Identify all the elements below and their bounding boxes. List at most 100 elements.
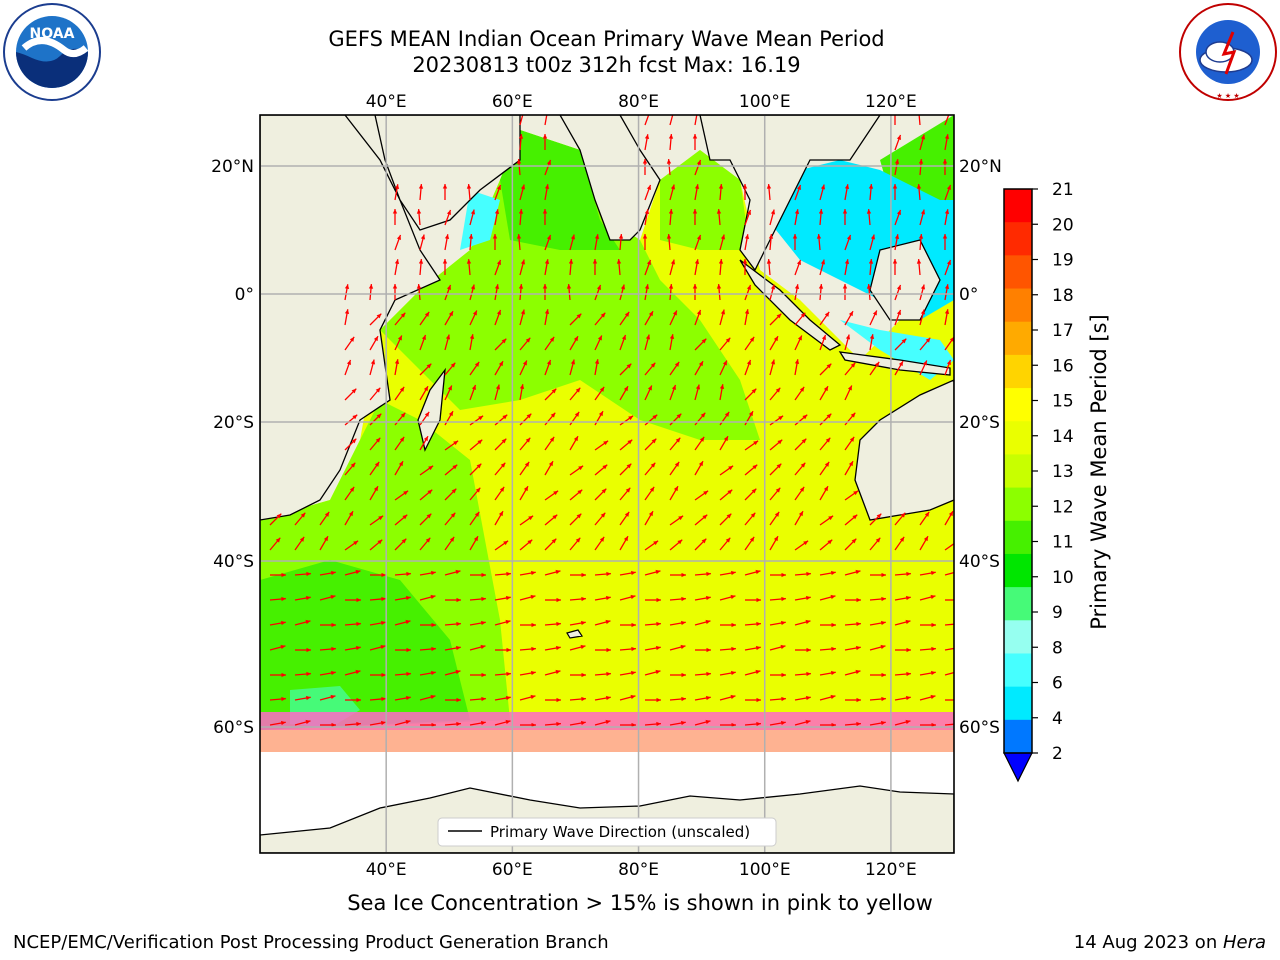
direction-arrow [619,670,636,676]
direction-arrow [944,336,954,351]
direction-arrow [744,359,752,376]
credit-left: NCEP/EMC/Verification Post Processing Pr… [13,932,609,953]
direction-arrow [670,572,686,578]
direction-arrow [869,720,886,726]
direction-arrow [919,360,928,376]
direction-arrow [919,570,936,576]
direction-arrow [494,486,505,501]
direction-arrow [469,696,486,702]
direction-arrow [944,671,954,676]
direction-arrow [395,647,411,653]
kerguelen-island [566,629,584,639]
direction-arrow [619,334,627,351]
direction-arrow [844,334,851,351]
direction-arrow [769,284,776,301]
direction-arrow [319,511,330,526]
direction-arrow [392,284,398,300]
direction-arrow [644,721,661,727]
direction-arrow [820,622,836,628]
direction-arrow [918,159,924,176]
direction-arrow [419,465,434,476]
direction-arrow [594,335,603,351]
direction-arrow [494,595,511,601]
lat-tick-right: 20°S [959,413,1000,433]
direction-arrow [370,572,386,578]
direction-arrow [519,485,529,501]
direction-arrow [769,487,781,501]
direction-arrow [519,259,526,276]
direction-arrow [619,463,632,476]
direction-arrow [745,597,761,603]
direction-arrow [494,462,506,476]
direction-arrow [344,621,361,627]
direction-arrow [744,621,761,627]
direction-arrow [745,697,761,703]
axis-tick-labels: 40°E 40°E 60°E 60°E 80°E 80°E 100°E 100°E 120°E 1… [211,92,1002,880]
direction-arrow [894,571,911,577]
direction-arrow [620,722,636,728]
direction-arrow [369,485,379,501]
direction-arrow [919,337,931,351]
direction-arrow [470,572,486,578]
direction-arrow [844,621,861,627]
direction-arrow [544,159,552,176]
direction-arrow [844,569,861,576]
direction-arrow [769,415,784,426]
direction-arrow [394,671,411,677]
direction-arrow [444,645,461,651]
direction-arrow [844,259,850,276]
direction-arrow [644,510,654,526]
direction-arrow [469,644,486,651]
direction-arrow [894,338,907,351]
direction-arrow [344,486,355,501]
direction-arrow [369,515,384,526]
lon-tick-top: 40°E [366,92,407,112]
direction-arrow [769,720,786,726]
lat-tick-right: 60°S [959,718,1000,738]
direction-arrow [444,209,452,226]
colorbar-label: Primary Wave Mean Period [s] [1087,314,1111,630]
direction-arrow [894,234,900,251]
direction-arrow [444,721,461,727]
colorbar-extend-arrow [1003,752,1033,783]
direction-arrow [394,538,407,551]
direction-arrow [869,620,886,626]
direction-arrow [844,412,856,426]
direction-arrow [794,486,805,501]
direction-arrow [544,115,548,126]
direction-arrow [744,440,759,451]
direction-arrow [645,597,661,603]
direction-arrow [345,697,361,703]
direction-arrow [369,620,386,626]
direction-arrow [544,721,561,727]
credit-host: Hera [1222,932,1266,953]
direction-arrow [368,284,374,301]
direction-arrow [944,184,952,201]
direction-arrow [594,595,611,601]
direction-arrow [719,360,728,376]
direction-arrow [844,460,854,476]
direction-arrow [670,672,686,678]
direction-arrow [444,234,450,251]
direction-arrow [469,361,480,376]
direction-arrow [494,619,511,626]
direction-arrow [766,184,772,201]
direction-arrow [444,536,455,551]
direction-arrow [866,209,872,226]
svg-text:★ ★ ★: ★ ★ ★ [1216,92,1239,100]
direction-arrow [694,436,705,451]
direction-arrow [718,184,724,201]
direction-arrow [945,699,954,701]
direction-arrow [369,413,382,426]
direction-arrow [469,535,479,551]
noaa-logo-text: NOAA [30,26,75,42]
direction-arrow [294,719,311,726]
direction-arrow [394,184,400,201]
direction-arrow [444,284,452,301]
direction-arrow [644,462,656,476]
direction-arrow [844,721,861,727]
direction-arrow [894,309,902,326]
direction-arrow [294,595,311,601]
direction-arrow [519,360,528,376]
direction-arrow [694,490,709,501]
